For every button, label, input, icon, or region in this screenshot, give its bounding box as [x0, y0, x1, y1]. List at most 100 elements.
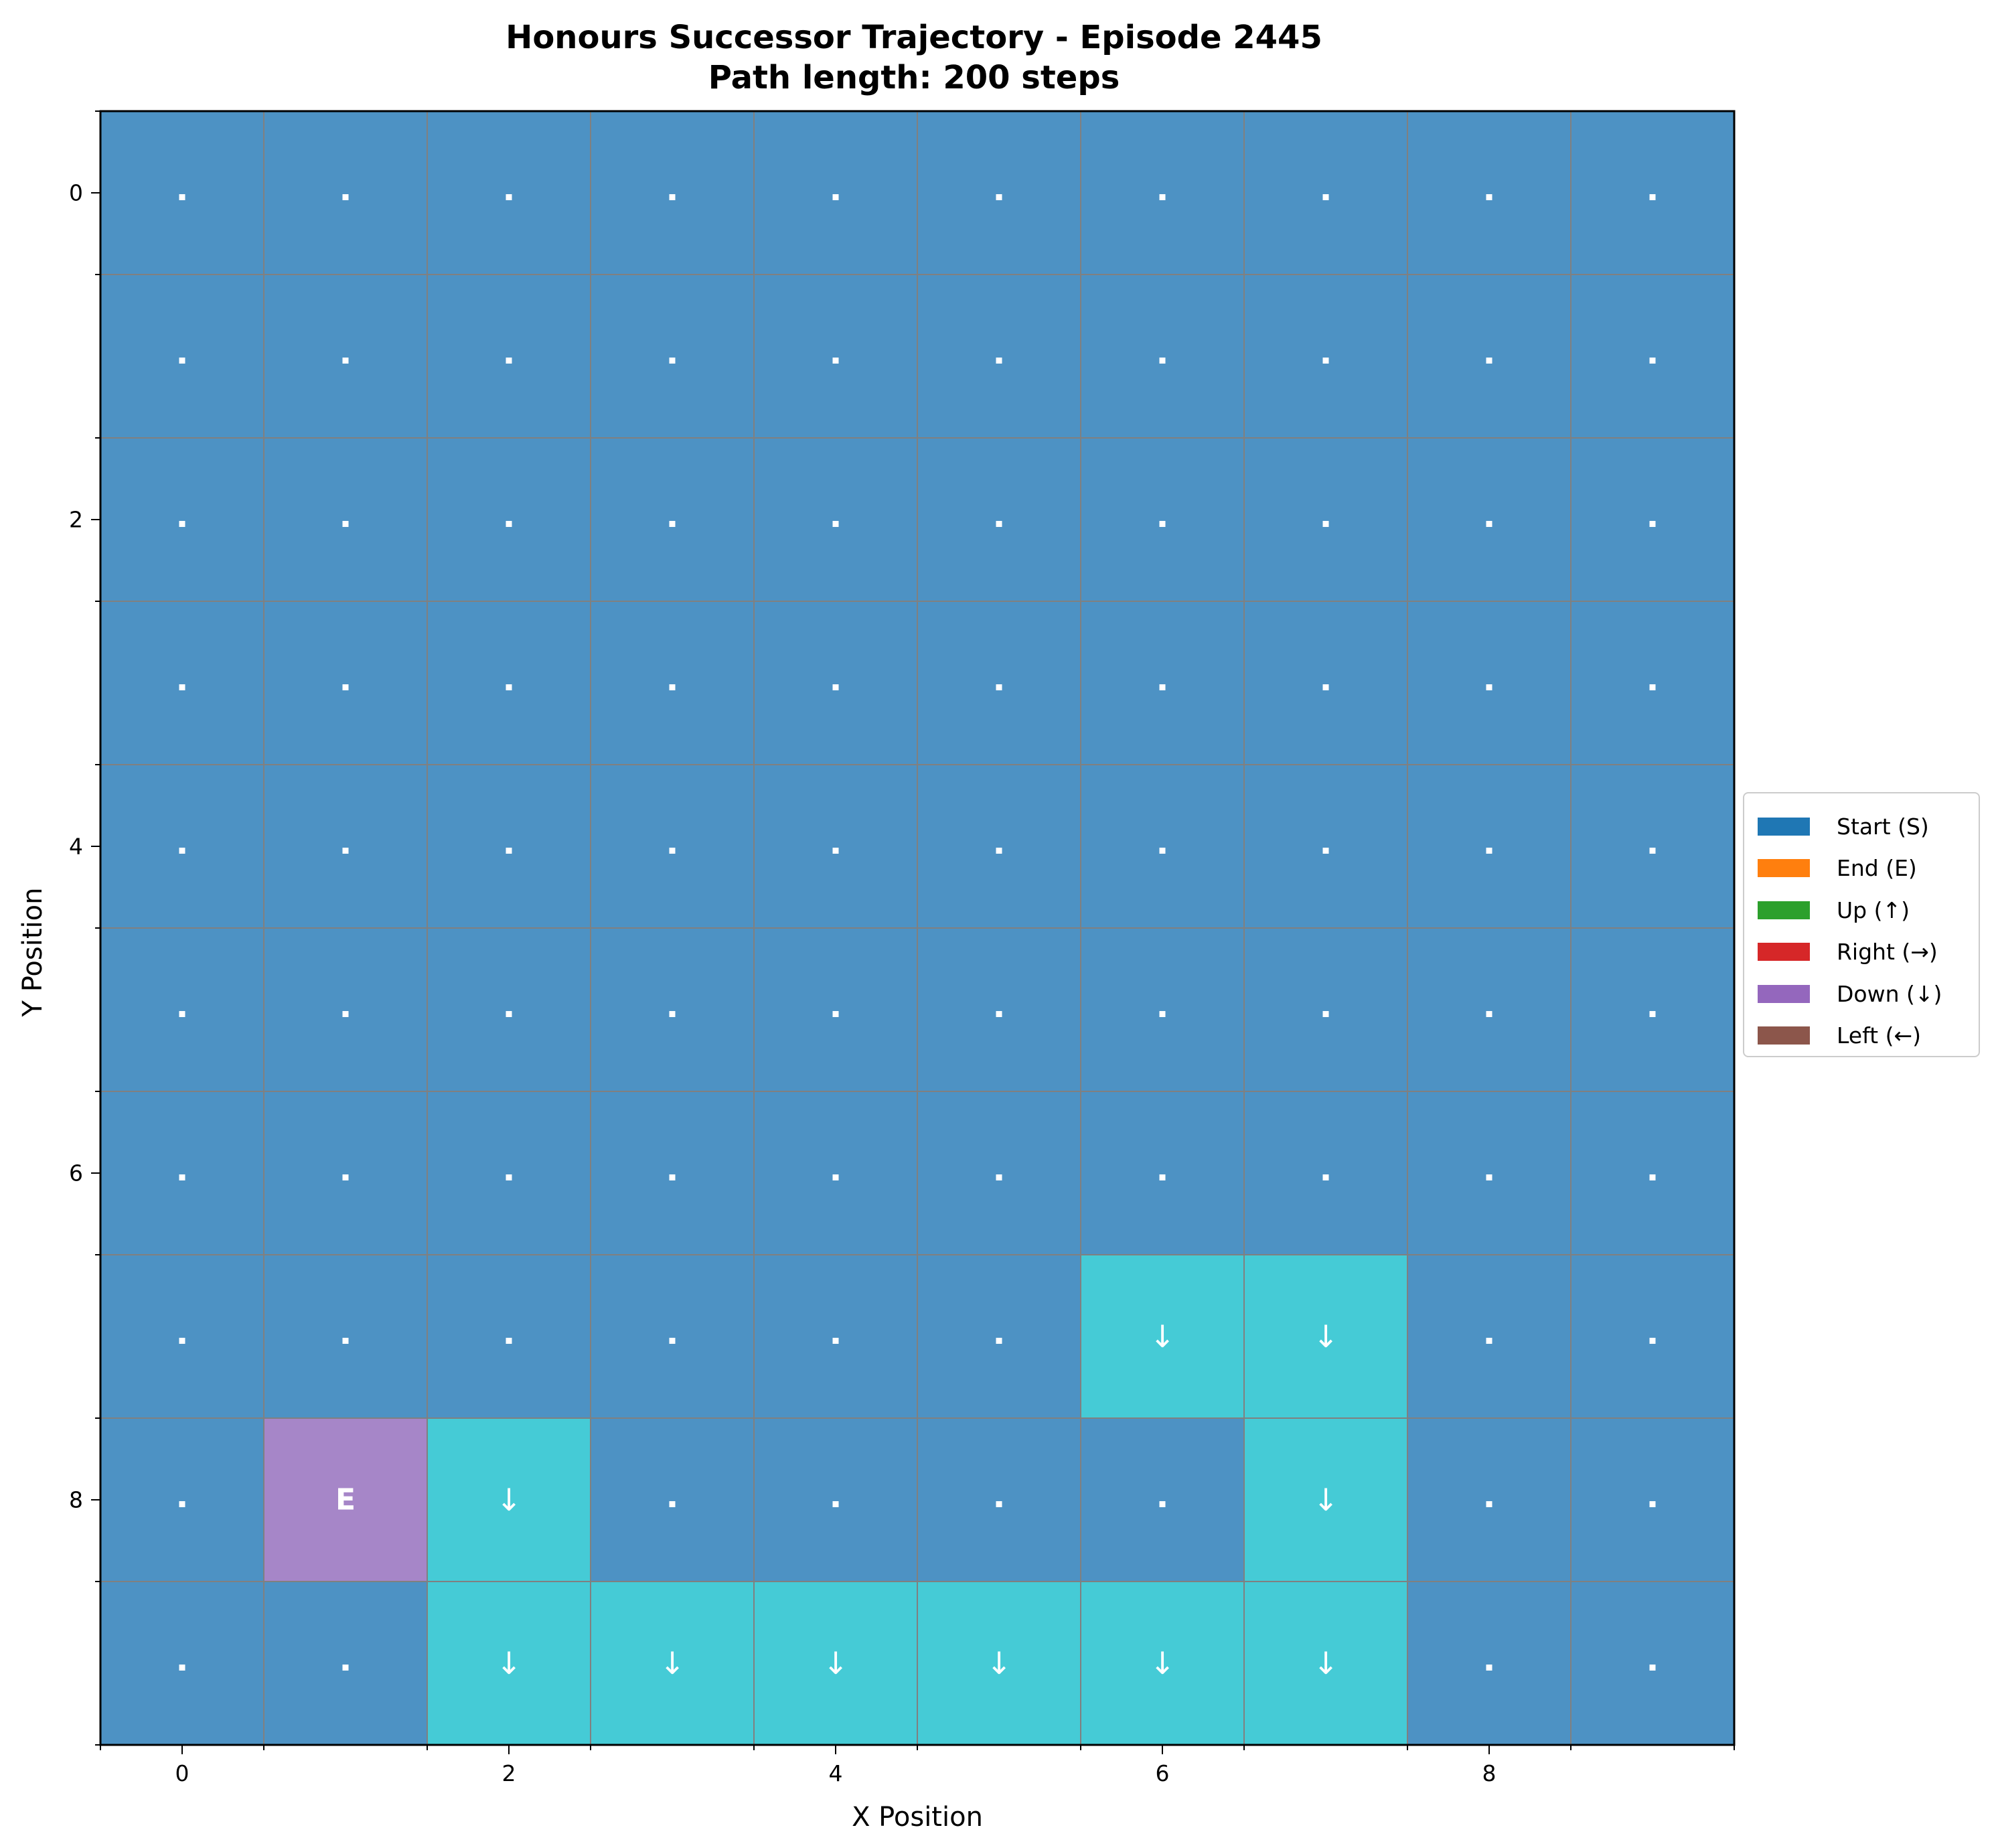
grid-cell: [917, 438, 1081, 601]
cell-dot-mark: [669, 1338, 676, 1344]
cell-dot-mark: [1159, 848, 1166, 854]
cell-dot-mark: [179, 1665, 185, 1671]
cell-dot-mark: [1486, 358, 1492, 364]
grid-cell: [917, 1255, 1081, 1418]
grid-cell: [754, 601, 917, 765]
grid-cell: [591, 601, 754, 765]
grid-cell: [1407, 1255, 1571, 1418]
cell-dot-mark: [669, 1501, 676, 1507]
grid-cell: [1081, 1091, 1244, 1255]
path-cell: [754, 1582, 917, 1745]
grid-cell: [591, 275, 754, 438]
grid-cell: [264, 438, 427, 601]
grid-cell: [427, 111, 591, 275]
cell-dot-mark: [1159, 1174, 1166, 1180]
cell-dot-mark: [506, 1174, 512, 1180]
grid-cell: [591, 1418, 754, 1582]
cell-dot-mark: [996, 194, 1002, 200]
grid-cell: [591, 438, 754, 601]
grid-cell: [264, 1255, 427, 1418]
cell-dot-mark: [1159, 1501, 1166, 1507]
grid-cell: [100, 1418, 264, 1582]
cell-dot-mark: [342, 358, 349, 364]
path-cell: [427, 1418, 591, 1582]
cell-dot-mark: [832, 848, 839, 854]
grid-cell: [1407, 438, 1571, 601]
cell-dot-mark: [179, 848, 185, 854]
cell-dot-mark: [1486, 684, 1492, 690]
grid-cell: [917, 111, 1081, 275]
cell-dot-mark: [1322, 194, 1329, 200]
legend-item: Left (←): [1744, 1015, 1979, 1057]
down-arrow-label: ↓: [496, 1482, 522, 1518]
grid-layer: [100, 111, 1734, 1745]
cell-dot-mark: [1649, 358, 1656, 364]
chart-title: Honours Successor Trajectory - Episode 2…: [100, 17, 1728, 98]
cell-dot-mark: [179, 1338, 185, 1344]
grid-cell: [1571, 1091, 1734, 1255]
chart-subtitle: Path length: 200 steps: [708, 59, 1120, 96]
grid-cell: [1081, 111, 1244, 275]
cell-dot-mark: [1486, 521, 1492, 527]
cell-dot-mark: [1486, 194, 1492, 200]
grid-cell: [1407, 601, 1571, 765]
cell-dot-mark: [1159, 1011, 1166, 1017]
cell-dot-mark: [669, 358, 676, 364]
grid-cell: [1571, 765, 1734, 928]
grid-cell: [100, 601, 264, 765]
cell-dot-mark: [996, 1501, 1002, 1507]
cell-dot-mark: [996, 358, 1002, 364]
legend-swatch: [1758, 1026, 1810, 1045]
grid-cell: [264, 275, 427, 438]
cell-dot-mark: [506, 1338, 512, 1344]
y-tick-label: 0: [69, 180, 83, 206]
cell-dot-mark: [832, 1011, 839, 1017]
grid-cell: [1244, 1091, 1407, 1255]
grid-cell: [264, 1091, 427, 1255]
cell-dot-mark: [1159, 194, 1166, 200]
grid-cell: [1407, 1091, 1571, 1255]
cell-dot-mark: [1649, 684, 1656, 690]
legend-label: Start (S): [1837, 813, 1929, 840]
grid-cell: [1571, 1418, 1734, 1582]
x-tick-label: 2: [502, 1760, 516, 1786]
cell-dot-mark: [996, 1174, 1002, 1180]
cell-dot-mark: [179, 521, 185, 527]
x-axis-label: X Position: [852, 1802, 983, 1833]
grid-cell: [591, 928, 754, 1091]
grid-cell: [100, 275, 264, 438]
legend-swatch: [1758, 817, 1810, 836]
cell-dot-mark: [1322, 1011, 1329, 1017]
cells-layer: [100, 111, 1734, 1745]
cell-dot-mark: [1159, 521, 1166, 527]
path-cell: [591, 1582, 754, 1745]
cell-dot-mark: [669, 848, 676, 854]
cell-dot-mark: [669, 1011, 676, 1017]
path-cell: [1244, 1582, 1407, 1745]
cell-dot-mark: [996, 1338, 1002, 1344]
grid-cell: [100, 1091, 264, 1255]
cell-dot-mark: [1486, 1665, 1492, 1671]
cell-dot-mark: [342, 194, 349, 200]
legend-label: Down (↓): [1837, 980, 1942, 1007]
legend-label: Left (←): [1837, 1022, 1921, 1049]
grid-cell: [754, 1418, 917, 1582]
y-tick-label: 8: [69, 1487, 83, 1513]
down-arrow-label: ↓: [1150, 1645, 1176, 1681]
grid-cell: [427, 438, 591, 601]
cell-text-layer: ↓ ↓ E ↓ ↓ ↓ ↓ ↓ ↓ ↓ ↓: [179, 194, 1656, 1681]
cell-dot-mark: [1486, 1174, 1492, 1180]
cell-dot-mark: [996, 1011, 1002, 1017]
cell-dot-mark: [506, 521, 512, 527]
grid-cell: [917, 275, 1081, 438]
cell-dot-mark: [669, 521, 676, 527]
cell-dot-mark: [1486, 1501, 1492, 1507]
grid-cell: [1571, 1582, 1734, 1745]
down-arrow-label: ↓: [1150, 1318, 1176, 1355]
cell-dot-mark: [342, 1174, 349, 1180]
grid-cell: [100, 1582, 264, 1745]
cell-dot-mark: [1159, 684, 1166, 690]
cell-dot-mark: [179, 194, 185, 200]
grid-cell: [1571, 438, 1734, 601]
cell-dot-mark: [1322, 684, 1329, 690]
